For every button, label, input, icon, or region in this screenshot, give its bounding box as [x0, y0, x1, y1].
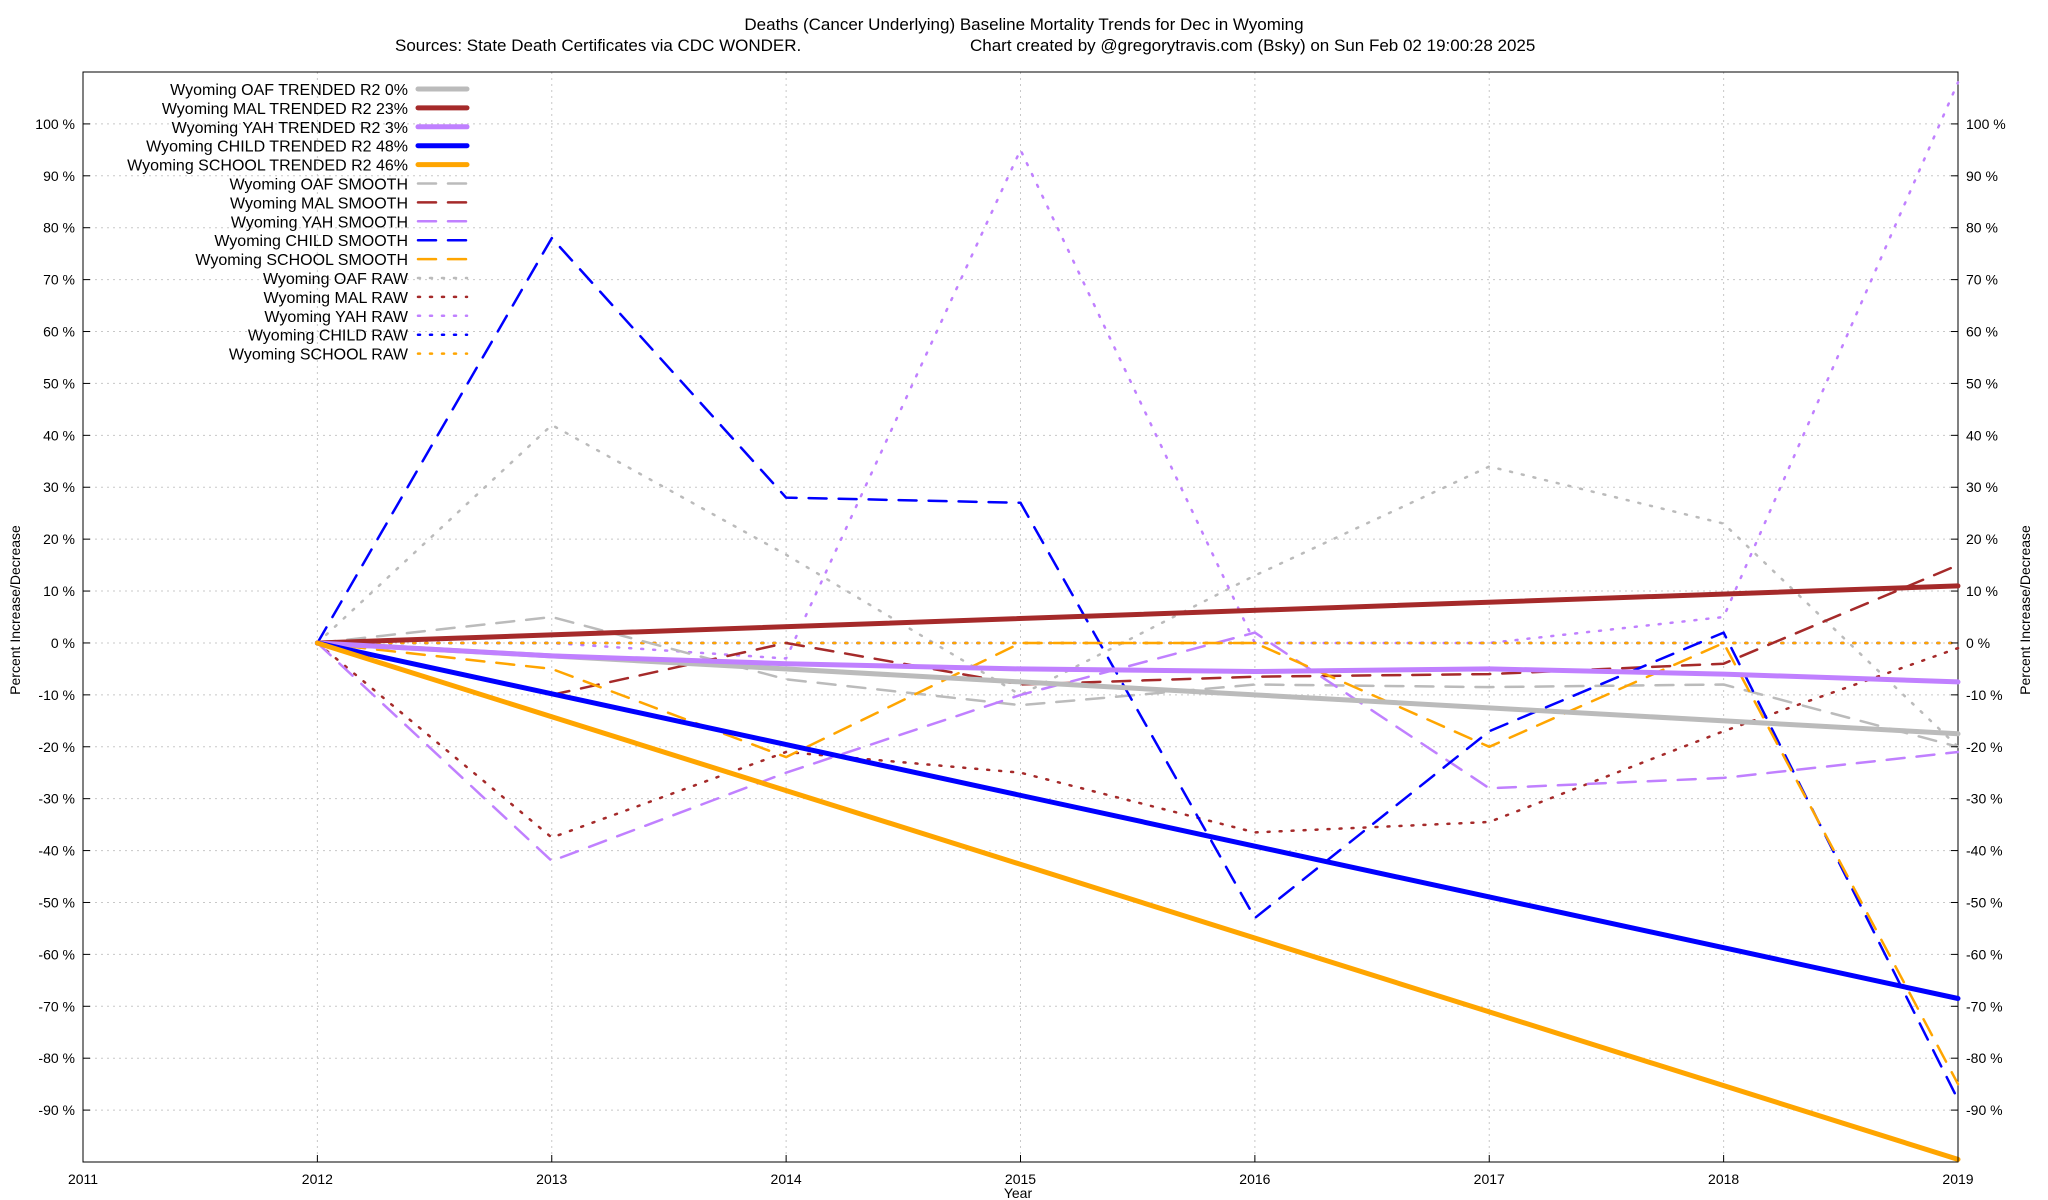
y-tick-label-right: 50 % [1966, 375, 1998, 391]
legend-entry-label: Wyoming MAL RAW [264, 290, 409, 307]
y-tick-label-right: 40 % [1966, 427, 1998, 443]
series-line-dotted [316, 641, 1960, 839]
legend-entry-label: Wyoming OAF TRENDED R2 0% [170, 82, 408, 99]
x-tick-label: 2017 [1474, 1171, 1505, 1187]
y-tick-label-left: 50 % [43, 375, 75, 391]
y-tick-label-left: 100 % [35, 116, 75, 132]
legend-entry-label: Wyoming CHILD TRENDED R2 48% [146, 139, 408, 156]
y-tick-label-right: -80 % [1966, 1050, 2003, 1066]
x-tick-label: 2015 [1005, 1171, 1036, 1187]
chart-subtitle-credit: Chart created by @gregorytravis.com (Bsk… [970, 36, 1535, 55]
y-axis-label-right: Percent Increase/Decrease [2017, 525, 2033, 695]
y-tick-label-left: -40 % [38, 843, 75, 859]
y-tick-label-right: -20 % [1966, 739, 2003, 755]
y-tick-label-right: 100 % [1966, 116, 2006, 132]
x-tick-label: 2012 [302, 1171, 333, 1187]
legend-entry-label: Wyoming YAH RAW [264, 309, 408, 326]
legend-entry-label: Wyoming CHILD SMOOTH [214, 233, 408, 250]
legend-entry-label: Wyoming YAH TRENDED R2 3% [172, 120, 408, 137]
series-line-solid [314, 640, 1961, 1162]
y-tick-label-right: -90 % [1966, 1102, 2003, 1118]
chart-title: Deaths (Cancer Underlying) Baseline Mort… [744, 15, 1303, 34]
y-tick-label-left: 70 % [43, 272, 75, 288]
y-tick-label-right: -10 % [1966, 687, 2003, 703]
y-tick-label-left: -90 % [38, 1102, 75, 1118]
legend-entry-label: Wyoming MAL TRENDED R2 23% [162, 101, 408, 118]
y-tick-label-right: 70 % [1966, 272, 1998, 288]
legend-entry-label: Wyoming SCHOOL SMOOTH [195, 252, 408, 269]
legend-entry-label: Wyoming OAF SMOOTH [229, 177, 408, 194]
y-tick-label-left: -10 % [38, 687, 75, 703]
y-tick-label-right: 60 % [1966, 324, 1998, 340]
y-tick-label-left: -50 % [38, 894, 75, 910]
x-tick-label: 2013 [536, 1171, 567, 1187]
legend: Wyoming OAF TRENDED R2 0% Wyoming MAL TRE… [127, 82, 470, 364]
y-tick-label-left: -70 % [38, 998, 75, 1014]
legend-entry-label: Wyoming MAL SMOOTH [230, 195, 408, 212]
y-tick-label-right: 90 % [1966, 168, 1998, 184]
y-tick-label-right: -50 % [1966, 894, 2003, 910]
y-tick-label-left: 30 % [43, 479, 75, 495]
x-axis-label: Year [1004, 1185, 1033, 1200]
y-tick-label-right: -40 % [1966, 843, 2003, 859]
y-tick-label-left: -60 % [38, 946, 75, 962]
y-tick-label-left: 20 % [43, 531, 75, 547]
series-line-dashed [316, 236, 1960, 1101]
series-line-dotted [316, 81, 1960, 660]
y-tick-label-right: -70 % [1966, 998, 2003, 1014]
series-line-solid [314, 640, 1961, 1001]
series-line-dashed [316, 615, 1960, 749]
chart-subtitle-sources: Sources: State Death Certificates via CD… [395, 36, 801, 55]
y-tick-label-left: 60 % [43, 324, 75, 340]
series-line-dashed [316, 563, 1960, 697]
y-tick-label-right: -30 % [1966, 791, 2003, 807]
series-layer [314, 81, 1961, 1162]
y-tick-label-right: 30 % [1966, 479, 1998, 495]
x-tick-label: 2014 [771, 1171, 802, 1187]
x-tick-label: 2016 [1239, 1171, 1270, 1187]
y-tick-label-left: 90 % [43, 168, 75, 184]
axes-layer: 100 % 100 % 90 % 90 % 80 % 80 % 70 % 70 % 60 % 60… [35, 116, 2005, 1187]
y-tick-label-left: 10 % [43, 583, 75, 599]
y-axis-label-left: Percent Increase/Decrease [7, 525, 23, 695]
x-tick-label: 2019 [1942, 1171, 1973, 1187]
y-tick-label-right: 10 % [1966, 583, 1998, 599]
y-tick-label-right: 0 % [1966, 635, 1990, 651]
x-tick-label: 2018 [1708, 1171, 1739, 1187]
legend-entry-label: Wyoming CHILD RAW [248, 328, 409, 345]
legend-entry-label: Wyoming OAF RAW [263, 271, 409, 288]
y-tick-label-left: 80 % [43, 220, 75, 236]
legend-entry-label: Wyoming YAH SMOOTH [231, 214, 408, 231]
y-tick-label-left: -30 % [38, 791, 75, 807]
legend-entry-label: Wyoming SCHOOL TRENDED R2 46% [127, 158, 408, 175]
series-line-dashed [316, 631, 1960, 863]
legend-entry-label: Wyoming SCHOOL RAW [229, 347, 409, 364]
series-line-solid [314, 640, 1961, 685]
x-tick-label: 2011 [68, 1171, 98, 1187]
series-line-solid [314, 583, 1961, 646]
y-tick-label-left: 0 % [51, 635, 75, 651]
y-tick-label-left: -80 % [38, 1050, 75, 1066]
series-line-dotted [316, 423, 1960, 749]
y-tick-label-left: -20 % [38, 739, 75, 755]
y-tick-label-left: 40 % [43, 427, 75, 443]
y-tick-label-right: -60 % [1966, 946, 2003, 962]
y-tick-label-right: 20 % [1966, 531, 1998, 547]
series-line-dashed [316, 641, 1960, 1086]
y-tick-label-right: 80 % [1966, 220, 1998, 236]
